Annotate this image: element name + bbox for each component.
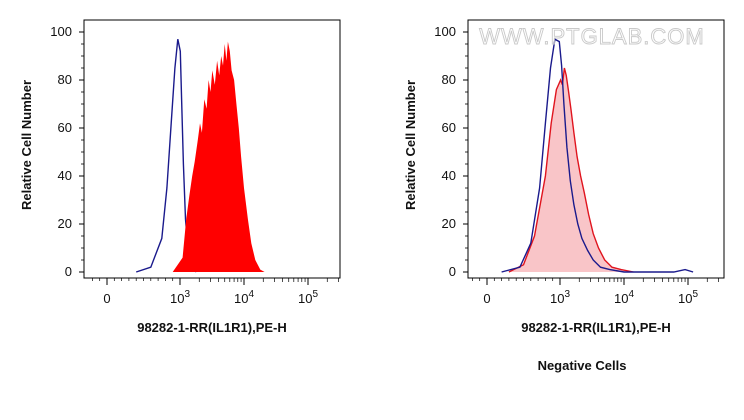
y-tick-label: 60 — [58, 120, 72, 135]
negative-cells-caption: Negative Cells — [538, 358, 627, 373]
y-axis-label: Relative Cell Number — [19, 80, 34, 210]
y-tick-label: 0 — [449, 264, 456, 279]
y-axis-label: Relative Cell Number — [403, 80, 418, 210]
series-fill-1 — [172, 41, 265, 272]
x-tick-label: 104 — [234, 289, 254, 306]
x-tick-label: 104 — [614, 289, 634, 306]
watermark-text: WWW.PTGLAB.COM — [479, 24, 704, 49]
series-fill-0 — [508, 68, 634, 272]
y-tick-label: 100 — [50, 24, 72, 39]
x-axis-ticks: 0 103 104 105 — [92, 278, 339, 306]
y-axis-ticks: 0 20 40 60 80 100 — [50, 24, 84, 279]
y-tick-label: 0 — [65, 264, 72, 279]
y-tick-label: 40 — [442, 168, 456, 183]
y-tick-label: 20 — [442, 216, 456, 231]
y-tick-label: 80 — [58, 72, 72, 87]
plot-frame — [83, 19, 341, 279]
histogram-panel-left: 0 20 40 60 80 100 0 103 104 105 Relative Cell Nu… — [19, 19, 341, 335]
plot-frame — [467, 19, 725, 279]
series-line-1 — [501, 38, 694, 273]
y-tick-label: 60 — [442, 120, 456, 135]
x-axis-label: 98282-1-RR(IL1R1),PE-H — [521, 320, 671, 335]
x-tick-label: 103 — [170, 289, 190, 306]
y-tick-label: 40 — [58, 168, 72, 183]
x-tick-label: 105 — [678, 289, 698, 306]
y-tick-label: 20 — [58, 216, 72, 231]
series-line-0 — [508, 67, 634, 273]
x-tick-label: 0 — [483, 291, 490, 306]
series-layer — [135, 39, 265, 273]
series-layer — [501, 38, 694, 273]
y-tick-label: 100 — [434, 24, 456, 39]
histogram-panel-right: 0 20 40 60 80 100 0 103 104 105 Relative Cell Nu… — [403, 19, 725, 373]
x-tick-label: 105 — [298, 289, 318, 306]
x-axis-label: 98282-1-RR(IL1R1),PE-H — [137, 320, 287, 335]
x-tick-label: 103 — [550, 289, 570, 306]
y-axis-ticks: 0 20 40 60 80 100 — [434, 24, 468, 279]
x-axis-ticks: 0 103 104 105 — [472, 278, 719, 306]
y-tick-label: 80 — [442, 72, 456, 87]
x-tick-label: 0 — [103, 291, 110, 306]
